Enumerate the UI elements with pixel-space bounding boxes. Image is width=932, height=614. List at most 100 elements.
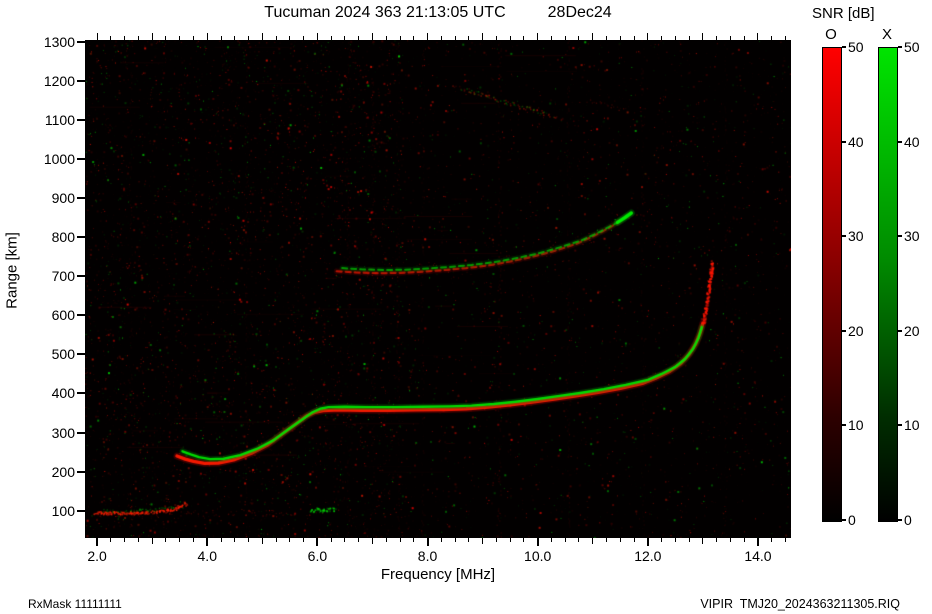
x-top-tick bbox=[316, 33, 318, 40]
x-bottom-minor-tick bbox=[179, 538, 181, 542]
x-tick-label: 12.0 bbox=[634, 548, 662, 564]
colorbar-tick bbox=[898, 140, 902, 143]
x-bottom-minor-tick bbox=[358, 538, 360, 542]
x-bottom-minor-tick bbox=[661, 538, 663, 542]
colorbar-tick bbox=[842, 46, 846, 48]
x-bottom-minor-tick bbox=[399, 538, 401, 542]
y-tick-label: 600 bbox=[51, 307, 75, 324]
x-bottom-minor-tick bbox=[468, 538, 470, 542]
x-bottom-minor-tick bbox=[578, 538, 580, 542]
x-bottom-minor-tick bbox=[137, 538, 139, 542]
y-tick-label: 100 bbox=[51, 502, 75, 519]
colorbar-tick-label: 40 bbox=[848, 133, 864, 150]
x-bottom-minor-tick bbox=[110, 538, 112, 542]
x-tick bbox=[96, 538, 99, 546]
y-tick-label: 400 bbox=[51, 385, 75, 402]
colorbar-tick-label: 10 bbox=[904, 417, 920, 434]
x-axis-label: Frequency [MHz] bbox=[380, 566, 496, 583]
y-tick-label: 200 bbox=[51, 463, 75, 480]
x-top-tick bbox=[206, 33, 208, 40]
x-top-tick bbox=[151, 33, 153, 40]
x-top-tick bbox=[371, 33, 373, 40]
x-bottom-minor-tick bbox=[261, 538, 263, 544]
colorbar-tick-label: 40 bbox=[904, 133, 920, 150]
x-bottom-minor-tick bbox=[647, 538, 649, 544]
rxmask-text: RxMask 11111111 bbox=[28, 597, 122, 611]
colorbar-tick-label: 50 bbox=[848, 39, 864, 55]
y-tick bbox=[77, 314, 85, 317]
plot-title-row: Tucuman 2024 363 21:13:05 UTC 28Dec24 bbox=[85, 4, 791, 22]
x-bottom-minor-tick bbox=[330, 538, 332, 542]
y-tick bbox=[77, 470, 85, 473]
x-tick-label: 4.0 bbox=[197, 548, 217, 564]
x-bottom-minor-tick bbox=[413, 538, 415, 542]
y-tick-label: 1300 bbox=[43, 33, 75, 50]
x-bottom-minor-tick bbox=[371, 538, 373, 544]
y-tick-label: 800 bbox=[51, 229, 75, 246]
x-top-tick bbox=[96, 33, 98, 40]
y-tick bbox=[77, 119, 85, 122]
colorbar-title: SNR [dB] bbox=[812, 5, 875, 22]
colorbar-tick bbox=[842, 235, 846, 238]
x-bottom-minor-tick bbox=[606, 538, 607, 542]
x-bottom-minor-tick bbox=[757, 538, 759, 544]
colorbar-tick-label: 20 bbox=[904, 322, 920, 339]
x-bottom-minor-tick bbox=[550, 538, 552, 542]
x-top-tick bbox=[482, 33, 484, 40]
x-bottom-minor-tick bbox=[275, 538, 277, 542]
y-tick bbox=[77, 40, 85, 43]
x-bottom-minor-tick bbox=[96, 538, 98, 544]
x-bottom-minor-tick bbox=[729, 538, 731, 542]
x-bottom-minor-tick bbox=[592, 538, 594, 544]
x-bottom-minor-tick bbox=[784, 538, 786, 542]
x-tick bbox=[316, 538, 319, 546]
y-tick-label: 1000 bbox=[43, 151, 75, 168]
y-tick bbox=[77, 431, 85, 434]
x-top-tick bbox=[261, 33, 263, 40]
x-top-tick bbox=[757, 33, 759, 40]
y-tick-label: 900 bbox=[51, 190, 75, 207]
x-bottom-minor-tick bbox=[289, 538, 291, 542]
x-bottom-minor-tick bbox=[674, 538, 676, 542]
x-bottom-minor-tick bbox=[440, 538, 442, 542]
plot-date: 28Dec24 bbox=[547, 4, 612, 21]
x-bottom-minor-tick bbox=[316, 538, 318, 544]
x-bottom-minor-tick bbox=[771, 538, 773, 542]
y-tick bbox=[77, 509, 85, 512]
x-bottom-minor-tick bbox=[124, 538, 126, 542]
x-bottom-minor-tick bbox=[482, 538, 484, 544]
colorbar-tick bbox=[898, 424, 902, 427]
colorbar-tick-label: 30 bbox=[848, 228, 864, 245]
colorbar-tick bbox=[898, 235, 902, 238]
y-tick-label: 700 bbox=[51, 268, 75, 285]
x-bottom-minor-tick bbox=[165, 538, 167, 542]
plot-area bbox=[85, 40, 791, 538]
y-tick bbox=[77, 80, 85, 82]
x-bottom-minor-tick bbox=[303, 538, 305, 542]
x-bottom-minor-tick bbox=[248, 538, 250, 542]
y-tick bbox=[77, 353, 85, 356]
ionogram-canvas bbox=[85, 40, 791, 538]
x-bottom-minor-tick bbox=[537, 538, 539, 544]
colorbar-tick-label: 20 bbox=[848, 322, 864, 339]
colorbar-tick bbox=[842, 424, 846, 427]
colorbar-x bbox=[878, 47, 898, 522]
x-bottom-minor-tick bbox=[192, 538, 194, 542]
y-tick-label: 500 bbox=[51, 346, 75, 363]
x-tick-label: 2.0 bbox=[87, 548, 107, 564]
x-tick-label: 14.0 bbox=[744, 548, 772, 564]
x-tick bbox=[646, 538, 649, 546]
file-info-text: VIPIR TMJ20_2024363211305.RIQ bbox=[700, 597, 900, 611]
colorbar-x-label: X bbox=[881, 26, 892, 43]
x-bottom-minor-tick bbox=[509, 538, 511, 542]
x-tick-label: 6.0 bbox=[307, 548, 328, 564]
colorbar-tick bbox=[898, 46, 902, 48]
x-top-tick bbox=[647, 33, 649, 40]
colorbar-tick bbox=[898, 519, 902, 521]
colorbar-tick bbox=[898, 329, 902, 332]
colorbar-tick bbox=[842, 519, 846, 521]
x-tick-label: 10.0 bbox=[524, 548, 552, 564]
y-tick bbox=[77, 275, 85, 278]
x-bottom-minor-tick bbox=[427, 538, 429, 544]
x-bottom-minor-tick bbox=[206, 538, 208, 544]
